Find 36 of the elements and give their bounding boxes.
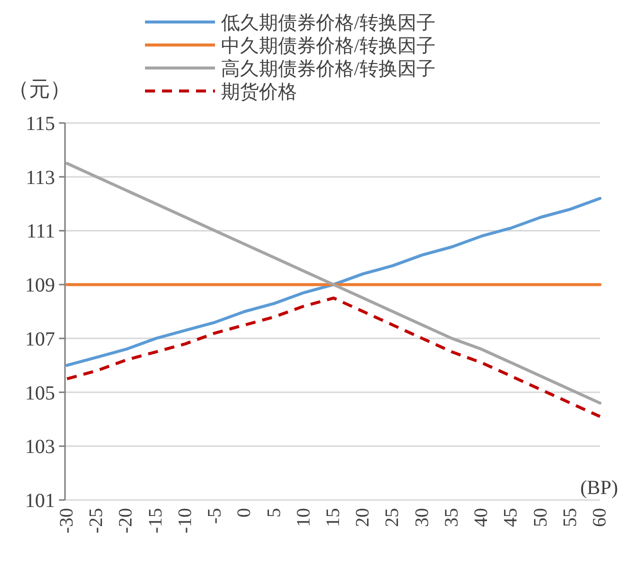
x-tick-label: 20: [352, 508, 374, 527]
y-tick-label: 105: [25, 382, 55, 404]
x-tick-label: 25: [382, 508, 404, 527]
x-tick-label: 60: [590, 508, 610, 527]
x-tick-label: -20: [116, 508, 137, 534]
y-tick-label: 103: [25, 436, 55, 458]
x-tick-label: 35: [441, 508, 462, 527]
line-series: [66, 196, 602, 367]
x-tick-label: -30: [56, 508, 78, 534]
x-tick-label: 15: [323, 508, 344, 527]
legend-label: 中久期债券价格/转换因子: [221, 36, 436, 57]
x-tick-label: -15: [145, 508, 166, 534]
y-tick-label: 111: [26, 220, 55, 243]
line-series: [66, 296, 602, 418]
x-tick-label: 5: [264, 508, 285, 518]
line-series: [66, 162, 602, 405]
y-tick-label: 115: [26, 113, 55, 135]
y-tick-label: 107: [25, 328, 55, 350]
x-tick-label: -10: [174, 508, 196, 534]
y-tick-label: 101: [25, 490, 55, 512]
x-tick-label: 50: [530, 508, 552, 527]
x-tick-label: -25: [86, 508, 108, 534]
y-tick-label: 113: [26, 166, 55, 189]
y-axis-title: （元）: [8, 77, 71, 101]
y-tick-label: 109: [25, 274, 55, 297]
legend-label: 低久期债券价格/转换因子: [221, 13, 436, 34]
legend-label: 高久期债券价格/转换因子: [221, 58, 436, 80]
x-tick-label: 0: [234, 508, 256, 518]
x-tick-label: -5: [204, 508, 226, 524]
x-tick-label: 40: [471, 508, 492, 527]
x-tick-label: 30: [412, 508, 433, 527]
x-tick-label: 45: [500, 508, 522, 527]
x-tick-label: 55: [560, 508, 581, 527]
x-tick-label: 10: [293, 508, 314, 527]
x-axis-title: (BP): [580, 477, 618, 499]
legend-label: 期货价格: [221, 82, 297, 103]
